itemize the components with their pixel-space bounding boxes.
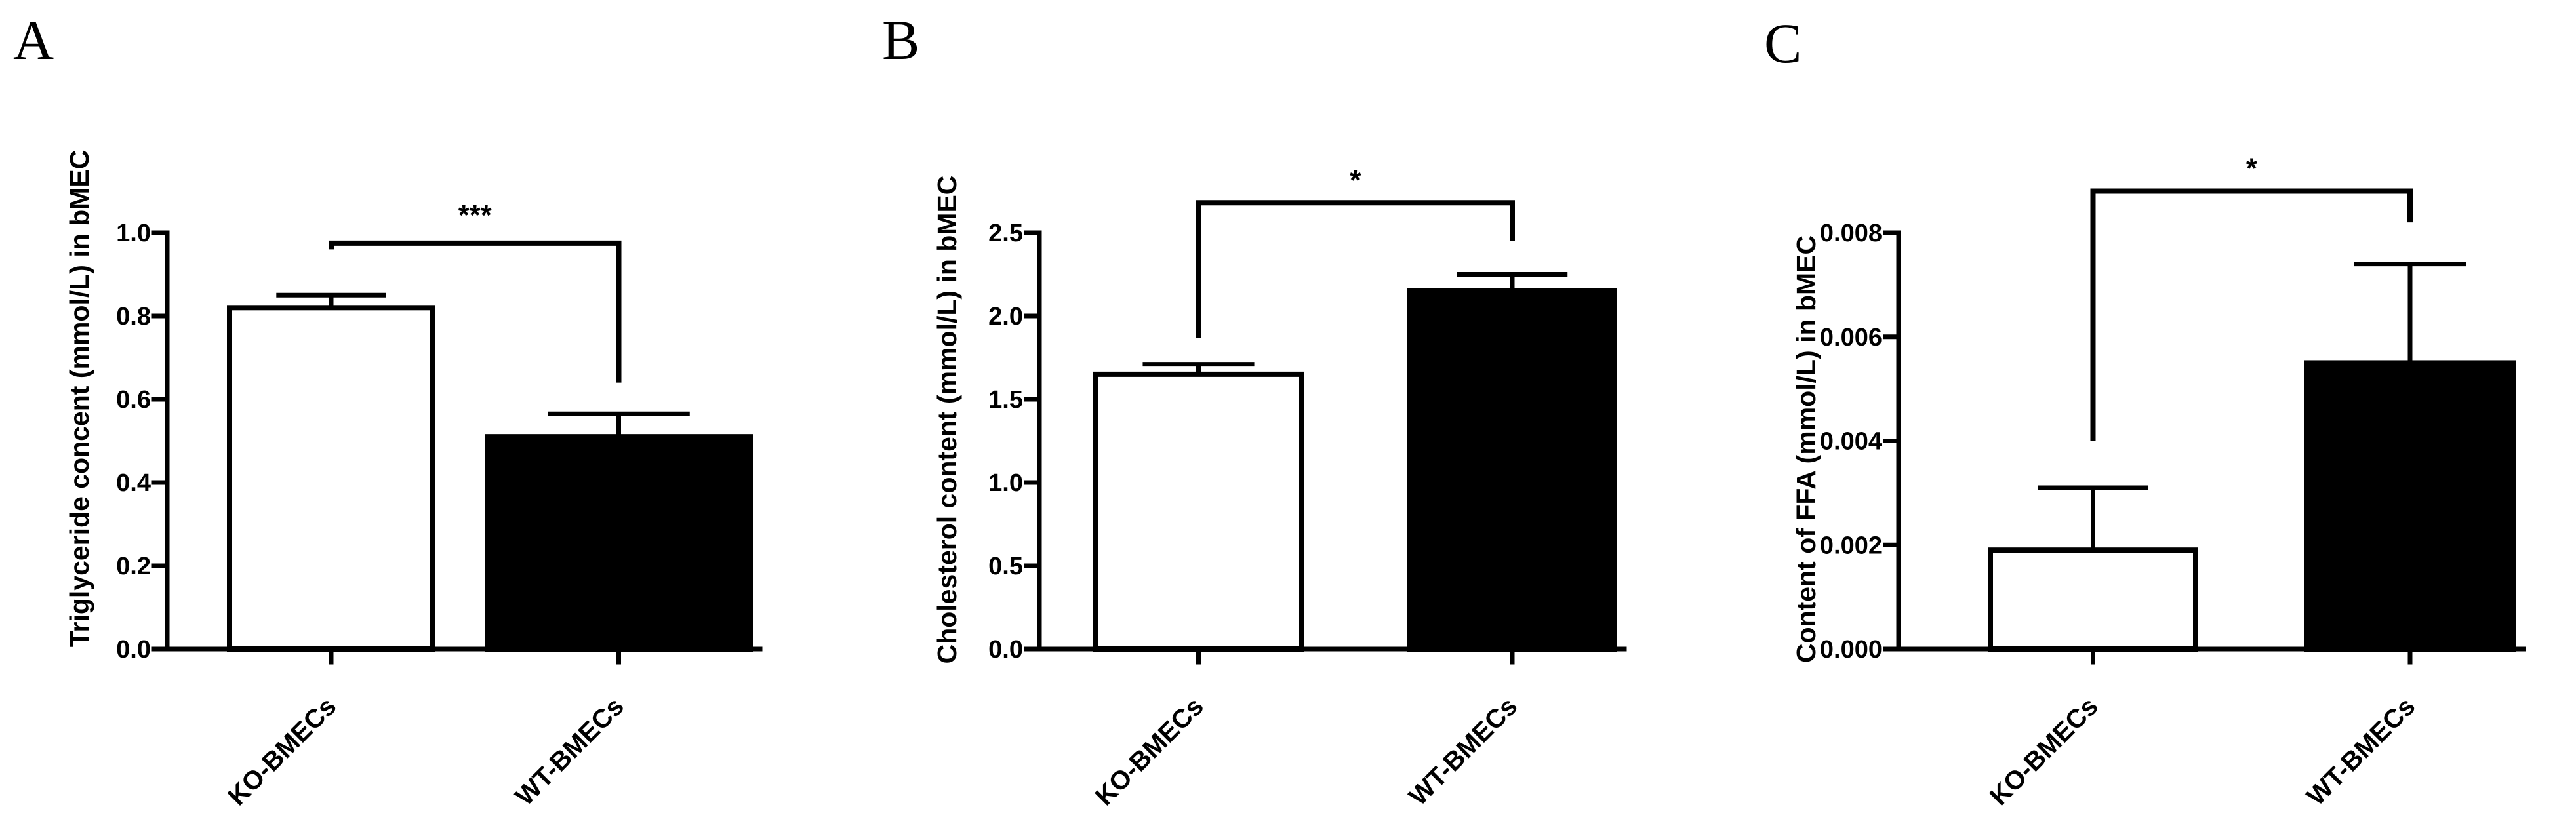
bar-b-2 bbox=[1407, 288, 1617, 652]
panel-letter-b: B bbox=[882, 9, 919, 71]
y-tick-label-b-0: 0.0 bbox=[988, 636, 1023, 663]
error-bar-a-2 bbox=[548, 411, 690, 437]
significance-c: * bbox=[2090, 153, 2413, 441]
significance-a: *** bbox=[329, 199, 622, 383]
significance-label-a: *** bbox=[458, 199, 493, 231]
axes-a bbox=[165, 230, 763, 652]
y-axis-label-c: Content of FFA (mmol/L) in bMEC bbox=[1791, 235, 1821, 663]
category-label-b-2: WT-BMECs bbox=[1403, 692, 1523, 811]
panel-b: B Cholesterol content (mmol/L) in bMEC 0… bbox=[882, 9, 1627, 811]
bars-a bbox=[227, 292, 753, 652]
y-ticks-c: 0.000 0.002 0.004 0.006 0.008 bbox=[1820, 220, 1901, 663]
panel-letter-a: A bbox=[13, 9, 54, 71]
error-bar-c-1 bbox=[2037, 485, 2149, 551]
bar-c-2 bbox=[2304, 360, 2516, 652]
significance-b: * bbox=[1196, 164, 1515, 338]
y-tick-label-b-5: 2.5 bbox=[988, 220, 1023, 247]
y-tick-label-c-4: 0.008 bbox=[1820, 220, 1882, 247]
category-label-c-2: WT-BMECs bbox=[2301, 692, 2421, 811]
bar-c-1 bbox=[1988, 547, 2198, 652]
error-bar-a-1 bbox=[276, 292, 386, 308]
category-label-b-1: KO-BMECs bbox=[1090, 692, 1209, 811]
y-tick-label-a-2: 0.4 bbox=[116, 469, 151, 497]
category-labels-a: KO-BMECs WT-BMECs bbox=[222, 646, 630, 811]
error-bar-b-2 bbox=[1457, 272, 1568, 291]
y-ticks-a: 0.0 0.2 0.4 0.6 0.8 1.0 bbox=[116, 220, 170, 663]
y-tick-label-a-1: 0.2 bbox=[116, 553, 151, 580]
y-tick-label-a-3: 0.6 bbox=[116, 386, 151, 414]
y-tick-label-b-2: 1.0 bbox=[988, 469, 1023, 497]
category-label-a-1: KO-BMECs bbox=[222, 692, 342, 811]
y-axis-label-b: Cholesterol content (mmol/L) in bMEC bbox=[932, 176, 962, 664]
y-axis-label-a: Triglyceride concent (mmol/L) in bMEC bbox=[64, 150, 94, 648]
y-tick-label-a-5: 1.0 bbox=[116, 220, 151, 247]
category-label-c-1: KO-BMECs bbox=[1984, 692, 2104, 811]
error-bar-c-2 bbox=[2354, 262, 2466, 363]
panel-c: C Content of FFA (mmol/L) in bMEC 0.0000… bbox=[1764, 12, 2526, 811]
category-labels-b: KO-BMECs WT-BMECs bbox=[1090, 646, 1523, 811]
bar-a-2 bbox=[485, 434, 753, 652]
y-ticks-b: 0.0 0.5 1.0 1.5 2.0 2.5 bbox=[988, 220, 1042, 663]
bars-c bbox=[1988, 262, 2516, 652]
significance-bracket-b bbox=[1196, 200, 1515, 338]
significance-label-b: * bbox=[1350, 164, 1361, 196]
significance-bracket-c bbox=[2090, 188, 2413, 441]
y-tick-label-c-2: 0.004 bbox=[1820, 428, 1882, 456]
y-tick-label-b-3: 1.5 bbox=[988, 386, 1023, 414]
category-label-a-2: WT-BMECs bbox=[510, 692, 630, 811]
y-tick-label-b-1: 0.5 bbox=[988, 553, 1023, 580]
significance-bracket-a bbox=[329, 240, 622, 383]
error-bar-b-1 bbox=[1142, 362, 1255, 374]
y-tick-label-c-0: 0.000 bbox=[1820, 636, 1882, 663]
bar-b-1 bbox=[1093, 371, 1304, 652]
y-tick-label-a-0: 0.0 bbox=[116, 636, 151, 663]
y-tick-label-a-4: 0.8 bbox=[116, 303, 151, 330]
significance-label-c: * bbox=[2246, 153, 2258, 185]
y-tick-label-c-3: 0.006 bbox=[1820, 324, 1882, 351]
bars-b bbox=[1093, 272, 1617, 652]
axes-b bbox=[1037, 230, 1627, 652]
category-labels-c: KO-BMECs WT-BMECs bbox=[1984, 646, 2421, 811]
y-tick-label-b-4: 2.0 bbox=[988, 303, 1023, 330]
y-tick-label-c-1: 0.002 bbox=[1820, 532, 1882, 559]
panel-a: A Triglyceride concent (mmol/L) in bMEC … bbox=[13, 9, 763, 811]
bar-a-1 bbox=[227, 305, 435, 652]
panel-letter-c: C bbox=[1764, 12, 1801, 75]
